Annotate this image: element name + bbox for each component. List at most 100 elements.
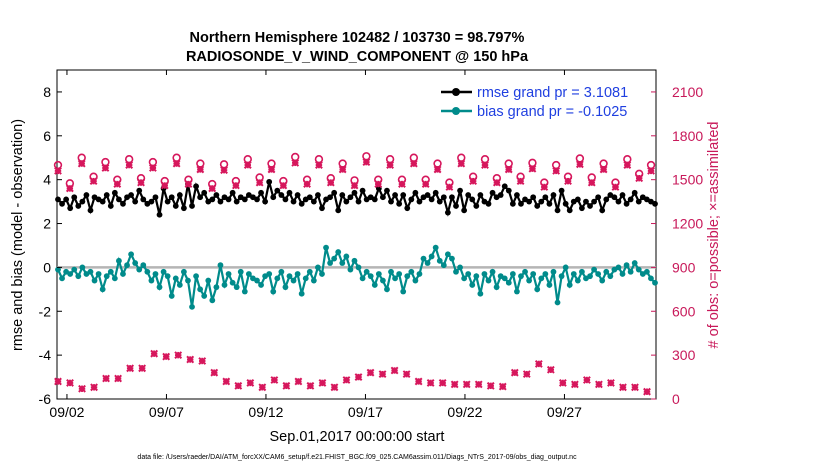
data-point: [302, 275, 309, 282]
data-point: [229, 279, 236, 286]
data-point: [55, 196, 61, 203]
y-axis-ticks: -6 -4 -2 0 2 4 6 8: [39, 84, 62, 407]
y-axis-right-ticks: 0 300 600 900 1200 1500 1800 2100: [651, 84, 703, 407]
assimilated-marker: [374, 180, 383, 188]
assimilated-marker: [462, 380, 471, 389]
data-point: [241, 288, 248, 295]
assimilated-marker: [619, 383, 627, 392]
data-point: [371, 282, 378, 288]
assimilated-marker: [414, 377, 423, 386]
assimilated-marker: [255, 178, 264, 187]
assimilated-marker: [342, 376, 351, 384]
y-tick-label: -4: [39, 347, 52, 363]
data-point: [180, 268, 187, 275]
data-point: [75, 203, 82, 209]
assimilated-marker: [564, 177, 572, 186]
data-point: [59, 275, 65, 282]
data-point: [241, 196, 248, 203]
data-point: [290, 198, 297, 205]
assimilated-marker: [486, 381, 495, 390]
data-point: [294, 192, 301, 198]
data-point: [319, 271, 325, 277]
assimilated-marker: [421, 180, 430, 188]
data-point: [290, 277, 297, 284]
assimilated-marker: [172, 159, 181, 168]
data-point: [652, 200, 658, 207]
data-point: [416, 271, 423, 277]
assimilated-marker: [306, 381, 315, 390]
data-point: [428, 253, 435, 260]
assimilated-marker: [582, 376, 591, 384]
data-point: [116, 196, 122, 203]
data-point: [432, 189, 439, 196]
data-point: [306, 194, 313, 201]
data-point: [262, 198, 269, 205]
data-point: [428, 196, 435, 203]
data-point: [595, 194, 602, 201]
data-point: [83, 192, 90, 198]
data-point: [493, 284, 500, 291]
data-point: [201, 189, 208, 196]
data-point: [558, 187, 565, 194]
series-1: [55, 244, 658, 310]
data-point: [388, 268, 394, 275]
data-point: [562, 200, 569, 207]
assimilated-marker: [54, 166, 62, 175]
data-point: [189, 203, 195, 209]
assimilated-marker: [125, 161, 134, 169]
data-point: [530, 271, 537, 277]
legend: rmse grand pr = 3.1081 bias grand pr = -0…: [441, 85, 628, 120]
data-point: [258, 282, 264, 288]
assimilated-marker: [469, 177, 478, 186]
data-point: [278, 192, 285, 198]
assimilated-marker: [210, 368, 219, 377]
data-point: [294, 271, 301, 277]
assimilated-marker: [481, 161, 489, 169]
data-point: [631, 260, 638, 266]
y-right-tick-label: 900: [672, 259, 696, 275]
assimilated-marker: [330, 383, 339, 392]
data-point: [424, 260, 431, 266]
assimilated-marker: [510, 368, 519, 377]
assimilated-marker: [438, 379, 447, 387]
data-point: [509, 200, 516, 207]
assimilated-marker: [186, 355, 195, 364]
data-point: [152, 271, 159, 277]
assimilated-marker: [409, 159, 418, 168]
assimilated-marker: [587, 178, 596, 187]
assimilated-marker: [294, 377, 303, 386]
data-point: [396, 271, 403, 277]
legend-label: rmse grand pr = 3.1081: [477, 85, 628, 101]
data-point: [473, 203, 480, 209]
data-point: [554, 299, 561, 306]
data-point: [229, 189, 236, 196]
data-point: [274, 187, 281, 194]
data-point: [168, 293, 175, 299]
assimilated-marker: [631, 383, 639, 392]
data-point: [148, 277, 155, 284]
data-point: [623, 262, 630, 269]
data-point: [172, 203, 179, 209]
data-point: [371, 196, 378, 203]
assimilated-marker: [114, 374, 123, 383]
assimilated-marker: [102, 374, 110, 383]
data-point: [120, 200, 126, 207]
data-point: [453, 203, 459, 209]
y-right-tick-label: 600: [672, 303, 696, 319]
data-point: [327, 194, 334, 201]
assimilated-marker: [113, 180, 122, 188]
y-tick-label: 2: [43, 216, 51, 232]
data-point: [607, 273, 614, 280]
y-axis-right-label: # of obs: o=possible; ×=assimilated: [706, 122, 722, 349]
data-point: [440, 262, 447, 269]
assimilated-marker: [433, 165, 442, 174]
data-point: [627, 196, 634, 203]
data-point: [505, 187, 512, 194]
data-point: [522, 268, 528, 275]
assimilated-marker: [546, 365, 555, 374]
data-point: [233, 198, 240, 205]
data-point: [619, 271, 626, 277]
series-2: [53, 152, 656, 189]
data-point: [79, 264, 86, 271]
assimilated-marker: [282, 381, 291, 390]
